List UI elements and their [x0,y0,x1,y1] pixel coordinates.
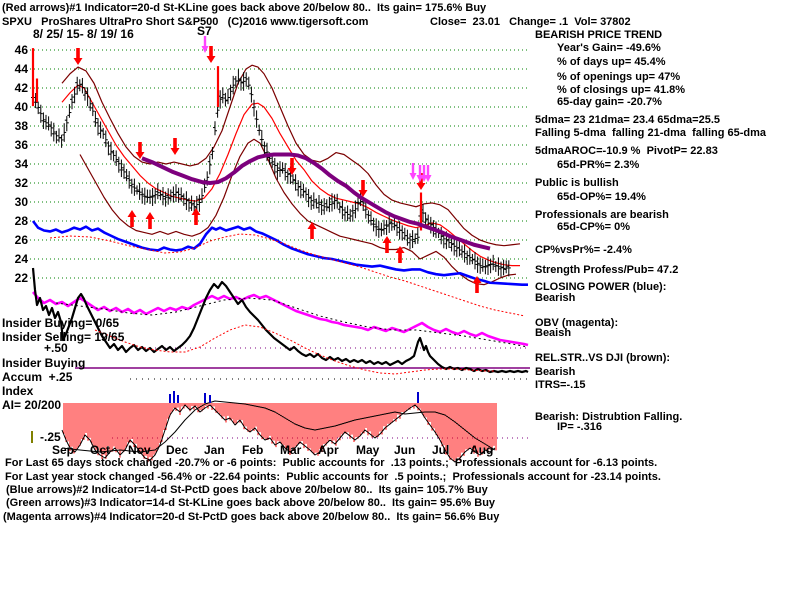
gain-65d: 65-day gain= -20.7% [557,96,662,108]
x-axis-label-jul: Jul [432,443,450,457]
obv-status: Beaish [535,327,572,339]
y-axis-label-36: 36 [14,138,28,152]
obv-header: OBV (magenta): [535,317,619,329]
insider-buying-accum-label: Insider Buying [2,356,86,370]
y-axis-label-38: 38 [14,119,28,133]
x-axis-label-aug: Aug [470,443,494,457]
indicator-legend-1: (Red arrows)#1 Indicator=20-d St-KLine g… [2,2,487,14]
quote-summary: Close= 23.01 Change= .1 Vol= 37802 [430,16,631,28]
x-axis-label-sep: Sep [52,443,75,457]
professionals-status: Professionals are bearish [535,209,669,221]
dma-trend: Falling 5-dma falling 21-dma falling 65-… [535,127,767,139]
y-axis-label-22: 22 [14,271,28,285]
y-axis-label-32: 32 [14,176,28,190]
indicator-legend-4: (Magenta arrows)#4 Indicator=20-d St-Pct… [3,511,500,523]
x-axis-label-oct: Oct [90,443,111,457]
x-axis-label-jun: Jun [394,443,416,457]
aroc-pivot: 5dmaAROC=-10.9 % PivotP= 22.83 [535,145,718,157]
ip-value: IP= -.316 [557,421,602,433]
x-axis-label-feb: Feb [242,443,264,457]
footer-65day-summary: For Last 65 days stock changed -20.7% or… [5,457,658,469]
indicator-legend-3: (Green arrows)#3 Indicator=14-d St-KLine… [6,497,496,509]
cp-vs-pr: CP%vsPr%= -2.4% [535,244,632,256]
footer-year-summary: For Last year stock changed -56.4% or -2… [5,471,661,483]
x-axis-label-jan: Jan [204,443,225,457]
symbol-title: SPXU ProShares UltraPro Short S&P500 (C)… [2,16,369,28]
y-axis-label-40: 40 [14,100,28,114]
cp-65d: 65d-CP%= 0% [557,221,631,233]
y-axis-label-28: 28 [14,214,28,228]
y-axis-label-42: 42 [14,81,28,95]
y-axis-label-26: 26 [14,233,28,247]
x-axis-label-dec: Dec [166,443,189,457]
y-axis-label-34: 34 [14,157,28,171]
op-65d: 65d-OP%= 19.4% [557,191,646,203]
insider-buying-count: Insider Buying= 0/65 [2,316,120,330]
date-range: 8/ 25/ 15- 8/ 19/ 16 [33,27,134,41]
x-axis-label-may: May [356,443,380,457]
closings-up: % of closings up= 41.8% [557,84,686,96]
years-gain: Year's Gain= -49.6% [557,42,661,54]
ref-minus25-label: -.25 [40,430,61,444]
strength-ratio: Strength Profess/Pub= 47.2 [535,264,679,276]
y-axis-label-44: 44 [14,62,28,76]
indicator-legend-2: (Blue arrows)#2 Indicator=14-d St-PctD g… [6,484,488,496]
insider-selling-count: Insider Selling= 19/65 [2,330,125,344]
itrs-value: ITRS=-.15 [535,379,586,391]
y-axis-label-30: 30 [14,195,28,209]
y-axis-label-46: 46 [14,43,28,57]
y-axis-label-24: 24 [14,252,28,266]
panel-title: BEARISH PRICE TREND [535,29,663,41]
x-axis-label-mar: Mar [280,443,302,457]
accum-status: Bearish: Distrubtion Falling. [535,411,683,423]
analysis-panel: BEARISH PRICE TREND Year's Gain= -49.6% … [535,0,799,440]
days-up: % of days up= 45.4% [557,56,666,68]
dma-values: 5dma= 23 21dma= 23.4 65dma=25.5 [535,114,720,126]
public-status: Public is bullish [535,177,619,189]
ai-ratio-label: AI= 20/200 [2,398,62,412]
x-axis-label-apr: Apr [318,443,339,457]
rel-str-header: REL.STR..VS DJI (brown): [535,352,671,364]
index-label: Index [2,384,34,398]
closing-power-status: Bearish [535,292,576,304]
signal-label-s7: S7 [197,24,212,38]
rel-str-status: Bearish [535,366,576,378]
accum-plus25-label: Accum +.25 [2,370,73,384]
pr-65d: 65d-PR%= 2.3% [557,159,640,171]
openings-up: % of openings up= 47% [557,71,681,83]
ref-plus50-label: +.50 [44,341,68,355]
closing-power-header: CLOSING POWER (blue): [535,281,667,293]
x-axis-label-nov: Nov [128,443,151,457]
